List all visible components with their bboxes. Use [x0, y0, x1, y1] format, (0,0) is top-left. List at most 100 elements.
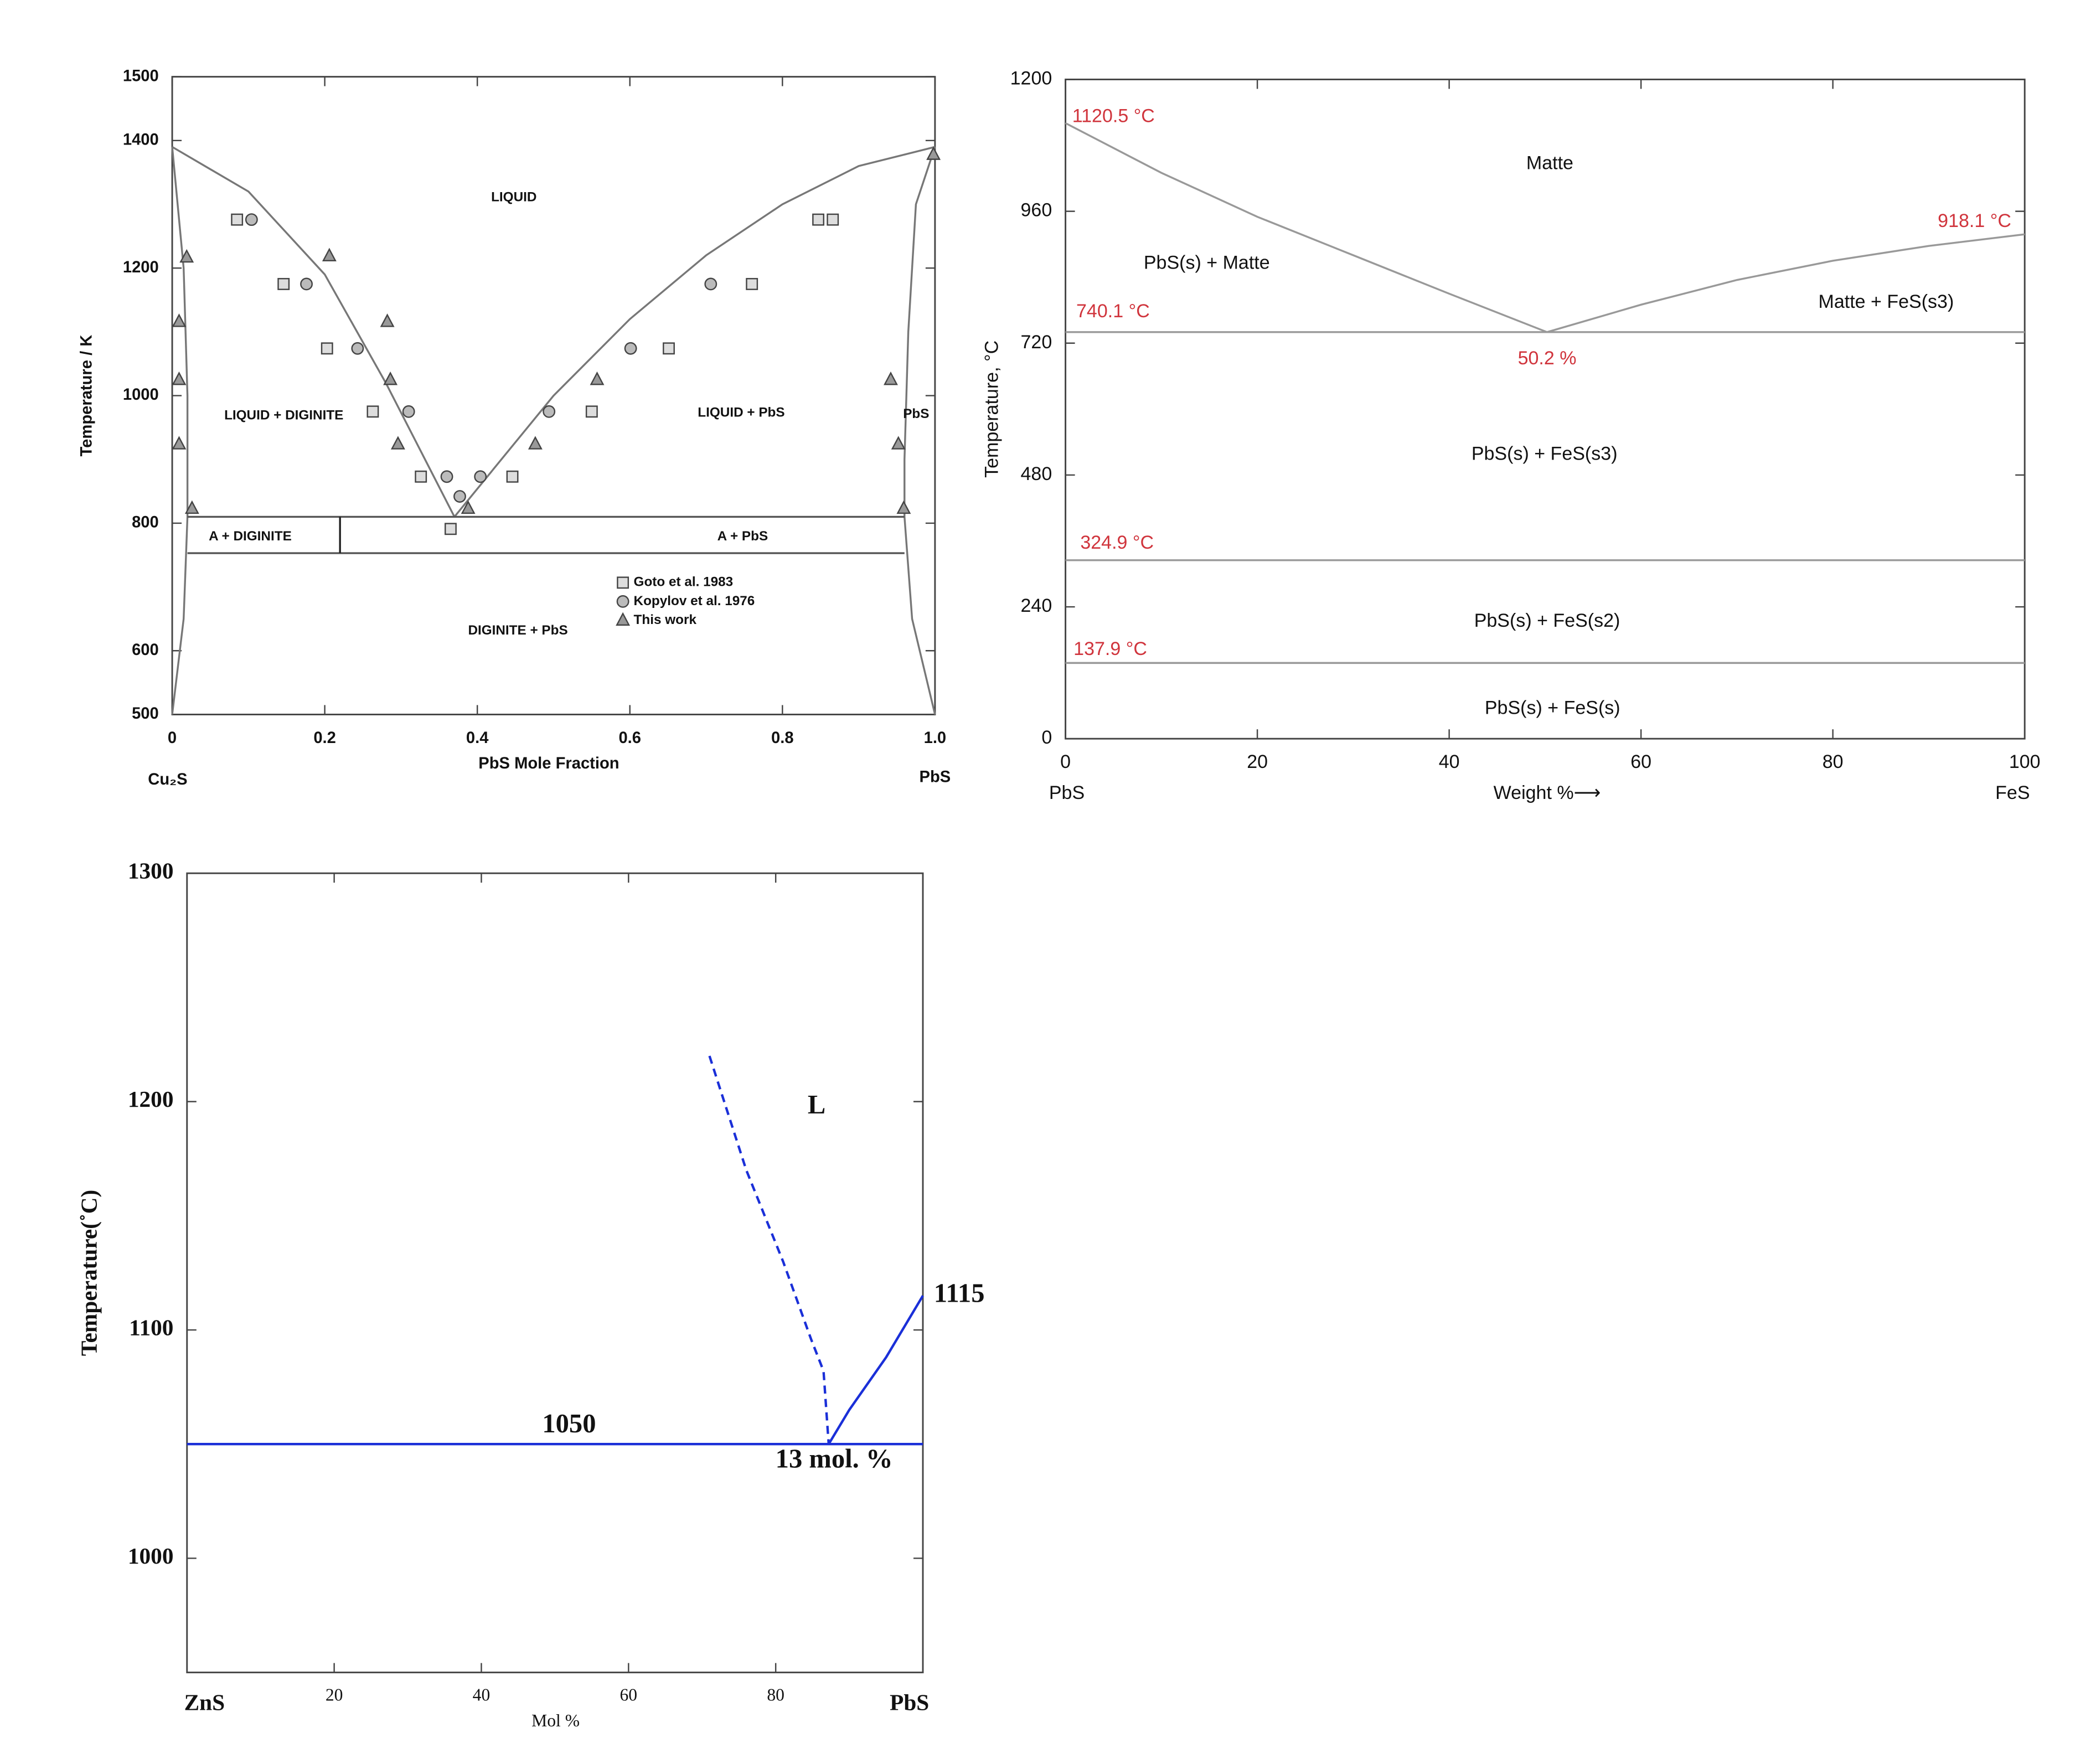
marker-square	[231, 213, 244, 226]
region-label: 13 mol. %	[776, 1443, 893, 1473]
marker-square	[663, 342, 675, 355]
marker-square	[277, 278, 290, 290]
marker-circle	[440, 470, 453, 483]
region-label: Matte	[1526, 153, 1573, 174]
phase-boundary	[827, 1295, 924, 1445]
marker-triangle	[528, 436, 543, 450]
x-tick-label: 80	[767, 1685, 784, 1705]
marker-triangle	[926, 146, 941, 160]
phase-boundary	[453, 146, 936, 518]
region-label: LIQUID + DIGINITE	[224, 408, 343, 422]
value-label: 740.1 °C	[1076, 301, 1150, 322]
value-label: 324.9 °C	[1080, 532, 1154, 553]
marker-circle	[300, 277, 313, 291]
x-tick-label: 80	[1823, 751, 1844, 772]
y-tick-label: 1000	[128, 1543, 174, 1569]
x-tick-label: 40	[1439, 751, 1460, 772]
y-tick-label: 1200	[123, 259, 159, 276]
marker-triangle	[172, 371, 187, 385]
component-label: FeS	[1995, 782, 2030, 803]
y-tick-label: 1500	[123, 67, 159, 85]
marker-circle	[453, 490, 466, 503]
component-label: Cu₂S	[148, 771, 187, 788]
y-tick-label: 1400	[123, 131, 159, 149]
y-tick-label: 480	[1021, 463, 1052, 484]
x-tick-label: 100	[2009, 751, 2041, 772]
x-tick-label: 40	[473, 1685, 491, 1705]
value-label: 50.2 %	[1518, 348, 1577, 369]
chart: 0 20 40 60 80 100 0 240 480 720 960 1200 Weight %⟶ Te…	[981, 68, 2040, 803]
y-tick-label: 0	[1041, 727, 1052, 748]
marker-triangle	[179, 249, 194, 263]
value-label: 1120.5 °C	[1072, 106, 1155, 127]
marker-triangle	[383, 371, 398, 385]
region-label: 1115	[934, 1278, 985, 1308]
phase-boundary	[1065, 122, 1547, 333]
marker-square	[746, 278, 758, 290]
x-axis-label: PbS Mole Fraction	[478, 755, 619, 772]
y-tick-label: 600	[132, 641, 159, 659]
marker-triangle	[590, 371, 605, 385]
value-label: 918.1 °C	[1938, 210, 2011, 231]
legend-label: This work	[634, 612, 697, 627]
x-tick-label: 0.2	[313, 729, 336, 747]
plot-frame	[186, 872, 924, 1674]
x-tick-label: 1.0	[924, 729, 947, 747]
marker-square	[366, 405, 379, 418]
region-label: L	[808, 1090, 825, 1120]
marker-circle	[245, 213, 258, 226]
y-axis-label: Temperature(˚C)	[76, 1190, 102, 1356]
y-tick-label: 500	[132, 705, 159, 723]
y-tick-label: 1300	[128, 858, 174, 884]
marker-square	[812, 213, 825, 226]
phase-boundary	[1546, 233, 2025, 333]
marker-triangle	[184, 500, 199, 514]
region-label: A + DIGINITE	[209, 529, 292, 544]
region-label: PbS	[903, 406, 929, 421]
marker-triangle	[380, 313, 395, 327]
y-tick-label: 800	[132, 514, 159, 532]
x-tick-label: 0.6	[618, 729, 641, 747]
marker-circle	[543, 405, 556, 418]
marker-square	[445, 523, 457, 535]
region-label: PbS(s) + FeS(s3)	[1472, 443, 1618, 464]
y-tick-label: 240	[1021, 595, 1052, 616]
phase-boundary	[708, 1055, 830, 1445]
x-axis-label: Mol %	[531, 1711, 580, 1730]
legend-label: Kopylov et al. 1976	[634, 594, 755, 608]
y-tick-label: 1200	[128, 1086, 174, 1112]
marker-circle	[704, 277, 717, 291]
legend-label: Goto et al. 1983	[634, 575, 734, 590]
region-label: LIQUID	[491, 190, 536, 205]
region-label: LIQUID + PbS	[698, 405, 784, 420]
region-label: PbS(s) + Matte	[1144, 252, 1270, 273]
marker-triangle	[884, 371, 898, 385]
marker-triangle	[322, 247, 337, 262]
y-tick-label: 1100	[129, 1315, 173, 1340]
region-label: A + PbS	[717, 529, 768, 544]
region-label: PbS(s) + FeS(s2)	[1474, 610, 1620, 631]
marker-circle	[616, 595, 629, 608]
y-axis-label: Temperature / K	[78, 335, 96, 457]
marker-square	[827, 213, 839, 226]
component-label: PbS	[1049, 782, 1085, 803]
x-tick-label: 60	[620, 1685, 638, 1705]
marker-triangle	[461, 500, 476, 514]
marker-circle	[474, 470, 487, 483]
value-label: 137.9 °C	[1073, 638, 1147, 659]
marker-triangle	[891, 436, 906, 450]
region-label: Matte + FeS(s3)	[1819, 291, 1954, 312]
x-tick-label: 20	[326, 1685, 343, 1705]
y-tick-label: 960	[1021, 200, 1052, 221]
marker-square	[617, 576, 629, 589]
marker-triangle	[172, 436, 187, 450]
y-tick-label: 720	[1021, 332, 1052, 353]
x-tick-label: 0.4	[466, 729, 489, 747]
component-label: ZnS	[184, 1689, 225, 1715]
region-label: PbS(s) + FeS(s)	[1485, 698, 1620, 719]
y-axis-label: Temperature, °C	[981, 341, 1002, 478]
marker-square	[585, 405, 598, 418]
chart: 20 40 60 80 1000 1100 1200 1300 Mol % Temperature…	[76, 858, 985, 1730]
